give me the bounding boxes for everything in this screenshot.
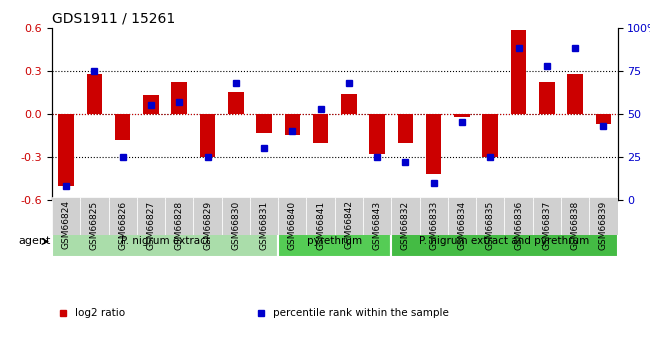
Text: GSM66838: GSM66838 — [571, 200, 580, 250]
Bar — [228, 92, 244, 114]
Text: GSM66839: GSM66839 — [599, 200, 608, 250]
Text: pyrethrum: pyrethrum — [307, 237, 362, 246]
Text: GSM66837: GSM66837 — [542, 200, 551, 250]
Text: GSM66826: GSM66826 — [118, 200, 127, 249]
Bar — [476, 197, 504, 235]
Bar — [426, 114, 441, 174]
Bar — [398, 114, 413, 142]
Text: GSM66842: GSM66842 — [344, 200, 354, 249]
Bar — [391, 197, 420, 235]
Text: GSM66843: GSM66843 — [372, 200, 382, 249]
Text: agent: agent — [18, 237, 51, 246]
Bar — [143, 95, 159, 114]
Text: GSM66825: GSM66825 — [90, 200, 99, 249]
Text: P. nigrum extract: P. nigrum extract — [121, 237, 209, 246]
Bar — [222, 197, 250, 235]
Bar — [504, 197, 533, 235]
Bar — [172, 82, 187, 114]
Text: GSM66830: GSM66830 — [231, 200, 240, 250]
Bar — [250, 197, 278, 235]
Bar — [539, 82, 554, 114]
Bar — [86, 73, 102, 114]
FancyBboxPatch shape — [52, 226, 278, 257]
Text: GSM66834: GSM66834 — [458, 200, 467, 249]
Bar — [136, 197, 165, 235]
Text: percentile rank within the sample: percentile rank within the sample — [272, 308, 448, 318]
Bar — [590, 197, 618, 235]
Text: GSM66836: GSM66836 — [514, 200, 523, 250]
Bar — [285, 114, 300, 136]
Bar — [511, 30, 526, 114]
Bar — [341, 94, 357, 114]
Bar — [109, 197, 137, 235]
Text: GSM66833: GSM66833 — [429, 200, 438, 250]
Bar — [278, 197, 307, 235]
Bar — [313, 114, 328, 142]
FancyBboxPatch shape — [278, 226, 391, 257]
Text: GSM66831: GSM66831 — [259, 200, 268, 250]
Text: GSM66824: GSM66824 — [62, 200, 71, 249]
Bar — [420, 197, 448, 235]
Bar — [595, 114, 611, 124]
FancyBboxPatch shape — [391, 226, 618, 257]
Bar — [567, 73, 583, 114]
Bar — [533, 197, 561, 235]
Bar — [561, 197, 590, 235]
Text: P. nigrum extract and pyrethrum: P. nigrum extract and pyrethrum — [419, 237, 590, 246]
Bar — [194, 197, 222, 235]
Bar — [363, 197, 391, 235]
Text: GSM66835: GSM66835 — [486, 200, 495, 250]
Text: GSM66827: GSM66827 — [146, 200, 155, 249]
Text: GSM66828: GSM66828 — [175, 200, 184, 249]
Text: log2 ratio: log2 ratio — [75, 308, 125, 318]
Bar — [81, 197, 109, 235]
Bar — [256, 114, 272, 132]
Bar — [165, 197, 194, 235]
Text: GSM66841: GSM66841 — [316, 200, 325, 249]
Bar — [335, 197, 363, 235]
Bar — [52, 197, 81, 235]
Text: GDS1911 / 15261: GDS1911 / 15261 — [52, 11, 176, 25]
Bar — [482, 114, 498, 157]
Bar — [448, 197, 476, 235]
Bar — [307, 197, 335, 235]
Bar — [454, 114, 470, 117]
Text: GSM66832: GSM66832 — [401, 200, 410, 249]
Bar — [58, 114, 74, 186]
Text: GSM66829: GSM66829 — [203, 200, 212, 249]
Bar — [200, 114, 215, 157]
Bar — [115, 114, 131, 140]
Bar — [369, 114, 385, 154]
Text: GSM66840: GSM66840 — [288, 200, 297, 249]
